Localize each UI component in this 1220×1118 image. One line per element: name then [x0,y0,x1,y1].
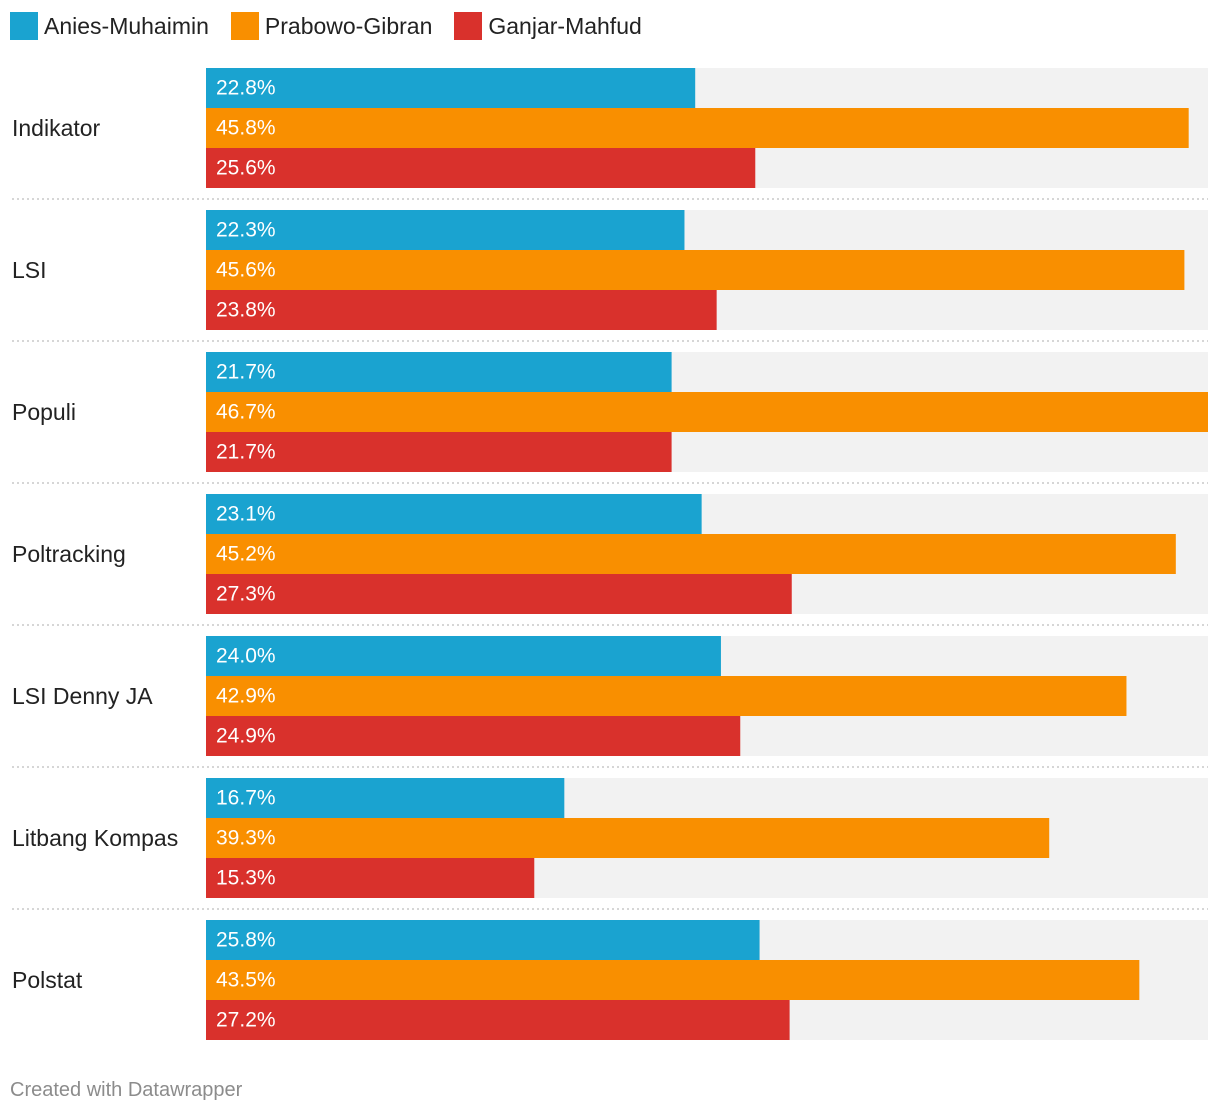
data-label: 22.8% [216,77,276,100]
category-label: Populi [12,399,76,425]
data-label: 46.7% [216,401,276,424]
chart-legend: Anies-Muhaimin Prabowo-Gibran Ganjar-Mah… [10,12,664,40]
data-label: 45.6% [216,259,276,282]
data-label: 42.9% [216,685,276,708]
data-label: 27.3% [216,583,276,606]
legend-item-ganjar-mahfud[interactable]: Ganjar-Mahfud [454,12,642,40]
data-label: 45.2% [216,543,276,566]
datawrapper-credit[interactable]: Created with Datawrapper [10,1079,243,1101]
bar [206,392,1208,432]
legend-label: Prabowo-Gibran [264,13,433,39]
legend-item-prabowo-gibran[interactable]: Prabowo-Gibran [230,12,433,40]
bar [206,960,1140,1000]
bar [206,432,672,472]
legend-swatch-ganjar-mahfud [454,12,483,40]
data-label: 22.3% [216,219,276,242]
data-label: 21.7% [216,361,276,384]
data-label: 43.5% [216,969,276,992]
bar [206,290,717,330]
bar [206,148,756,188]
bar [206,250,1185,290]
bar [206,676,1127,716]
bar [206,858,535,898]
legend-label: Ganjar-Mahfud [488,13,642,39]
data-label: 21.7% [216,441,276,464]
legend-item-anies-muhaimin[interactable]: Anies-Muhaimin [10,12,209,40]
data-label: 25.8% [216,929,276,952]
data-label: 24.0% [216,645,276,668]
data-label: 23.1% [216,503,276,526]
category-label: Litbang Kompas [12,825,178,851]
legend-swatch-anies-muhaimin [10,12,38,40]
data-label: 23.8% [216,299,276,322]
data-label: 39.3% [216,827,276,850]
data-label: 45.8% [216,117,276,140]
data-label: 24.9% [216,725,276,748]
bar [206,68,696,108]
bar [206,108,1189,148]
bar [206,574,792,614]
bar [206,534,1176,574]
data-label: 27.2% [216,1009,276,1032]
bar [206,210,685,250]
bar-chart: Indikator 22.8% 45.8% 25.6% LSI 22.3% 45.6% 23.… [12,68,1208,1040]
legend-swatch-prabowo-gibran [230,12,259,40]
data-label: 25.6% [216,157,276,180]
bar [206,1000,790,1040]
bar [206,778,565,818]
category-label: LSI Denny JA [12,683,153,709]
bar [206,920,760,960]
bar [206,716,741,756]
data-label: 15.3% [216,867,276,890]
legend-label: Anies-Muhaimin [44,13,209,39]
bar [206,494,702,534]
bar [206,636,721,676]
bar [206,352,672,392]
category-label: LSI [12,257,47,283]
category-label: Poltracking [12,541,126,567]
category-label: Polstat [12,967,83,993]
bar [206,818,1050,858]
data-label: 16.7% [216,787,276,810]
category-label: Indikator [12,115,101,141]
